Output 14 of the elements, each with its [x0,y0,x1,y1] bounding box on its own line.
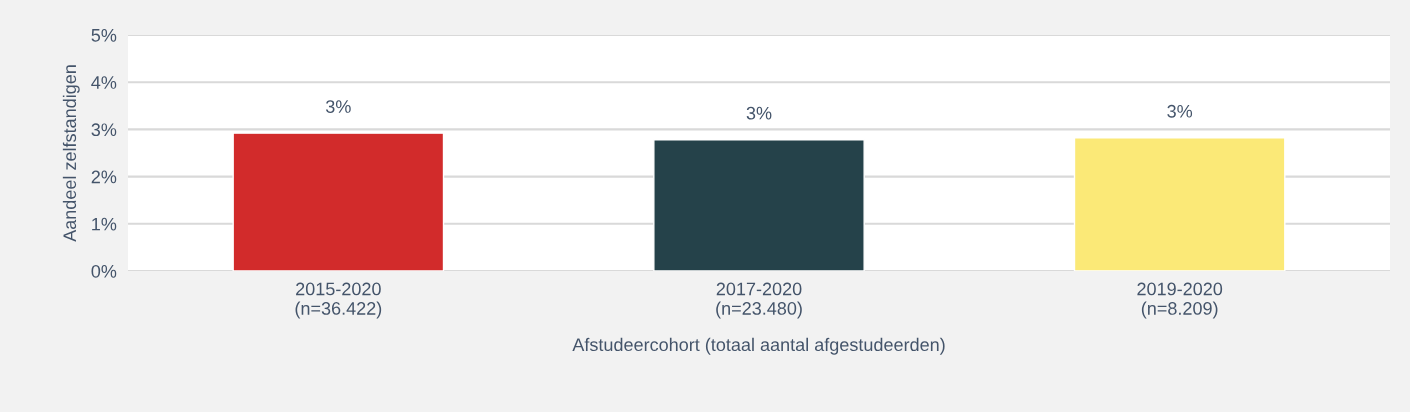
x-axis-title: Afstudeercohort (totaal aantal afgestudeerden) [572,337,945,355]
y-tick-label: 2% [91,170,117,184]
y-axis-title: Aandeel zelfstandigen [62,65,80,242]
data-label: 3% [746,106,772,120]
y-tick-label: 4% [91,76,117,89]
y-tick-label: 1% [92,217,117,231]
y-tick-label: 3% [91,123,117,137]
y-tick-label: 5% [91,29,117,42]
x-tick-label: 2017-2020 (n=23.480) [716,282,802,319]
data-label: 3% [1167,104,1193,118]
x-tick-label: 2019-2020 (n=8.209) [1137,282,1223,319]
data-label: 3% [325,100,351,113]
y-tick-label: 0% [91,264,117,278]
x-tick-label: 2015-2020 (n=36.422) [295,282,382,319]
